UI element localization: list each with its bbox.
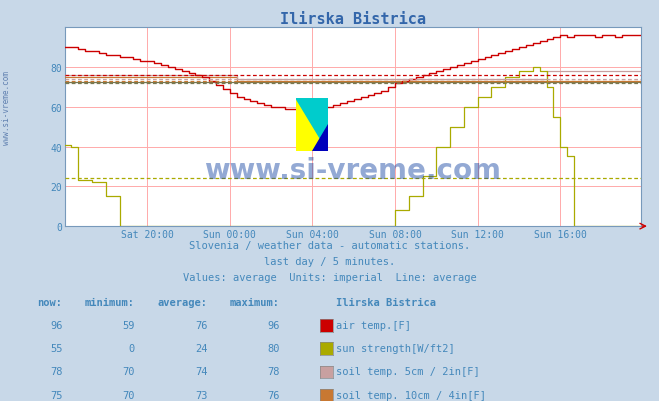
Text: Ilirska Bistrica: Ilirska Bistrica xyxy=(336,297,436,307)
Text: 0: 0 xyxy=(129,343,135,353)
Text: 76: 76 xyxy=(268,390,280,400)
Text: 70: 70 xyxy=(123,367,135,377)
Text: 96: 96 xyxy=(50,320,63,330)
Text: www.si-vreme.com: www.si-vreme.com xyxy=(204,157,501,185)
Text: 96: 96 xyxy=(268,320,280,330)
Text: sun strength[W/ft2]: sun strength[W/ft2] xyxy=(336,343,455,353)
Text: 70: 70 xyxy=(123,390,135,400)
Text: last day / 5 minutes.: last day / 5 minutes. xyxy=(264,257,395,267)
Text: 80: 80 xyxy=(268,343,280,353)
Text: 74: 74 xyxy=(195,367,208,377)
Title: Ilirska Bistrica: Ilirska Bistrica xyxy=(280,12,426,27)
Text: minimum:: minimum: xyxy=(85,297,135,307)
Text: Slovenia / weather data - automatic stations.: Slovenia / weather data - automatic stat… xyxy=(189,241,470,251)
Text: air temp.[F]: air temp.[F] xyxy=(336,320,411,330)
Text: 59: 59 xyxy=(123,320,135,330)
Text: average:: average: xyxy=(158,297,208,307)
Text: soil temp. 5cm / 2in[F]: soil temp. 5cm / 2in[F] xyxy=(336,367,480,377)
Text: 73: 73 xyxy=(195,390,208,400)
Text: 55: 55 xyxy=(50,343,63,353)
Text: 78: 78 xyxy=(50,367,63,377)
Text: 78: 78 xyxy=(268,367,280,377)
Text: www.si-vreme.com: www.si-vreme.com xyxy=(2,71,11,144)
Text: soil temp. 10cm / 4in[F]: soil temp. 10cm / 4in[F] xyxy=(336,390,486,400)
Polygon shape xyxy=(312,125,328,151)
Text: maximum:: maximum: xyxy=(230,297,280,307)
Polygon shape xyxy=(296,99,328,151)
Text: 76: 76 xyxy=(195,320,208,330)
Text: now:: now: xyxy=(38,297,63,307)
Text: Values: average  Units: imperial  Line: average: Values: average Units: imperial Line: av… xyxy=(183,273,476,283)
Text: 75: 75 xyxy=(50,390,63,400)
Text: 24: 24 xyxy=(195,343,208,353)
